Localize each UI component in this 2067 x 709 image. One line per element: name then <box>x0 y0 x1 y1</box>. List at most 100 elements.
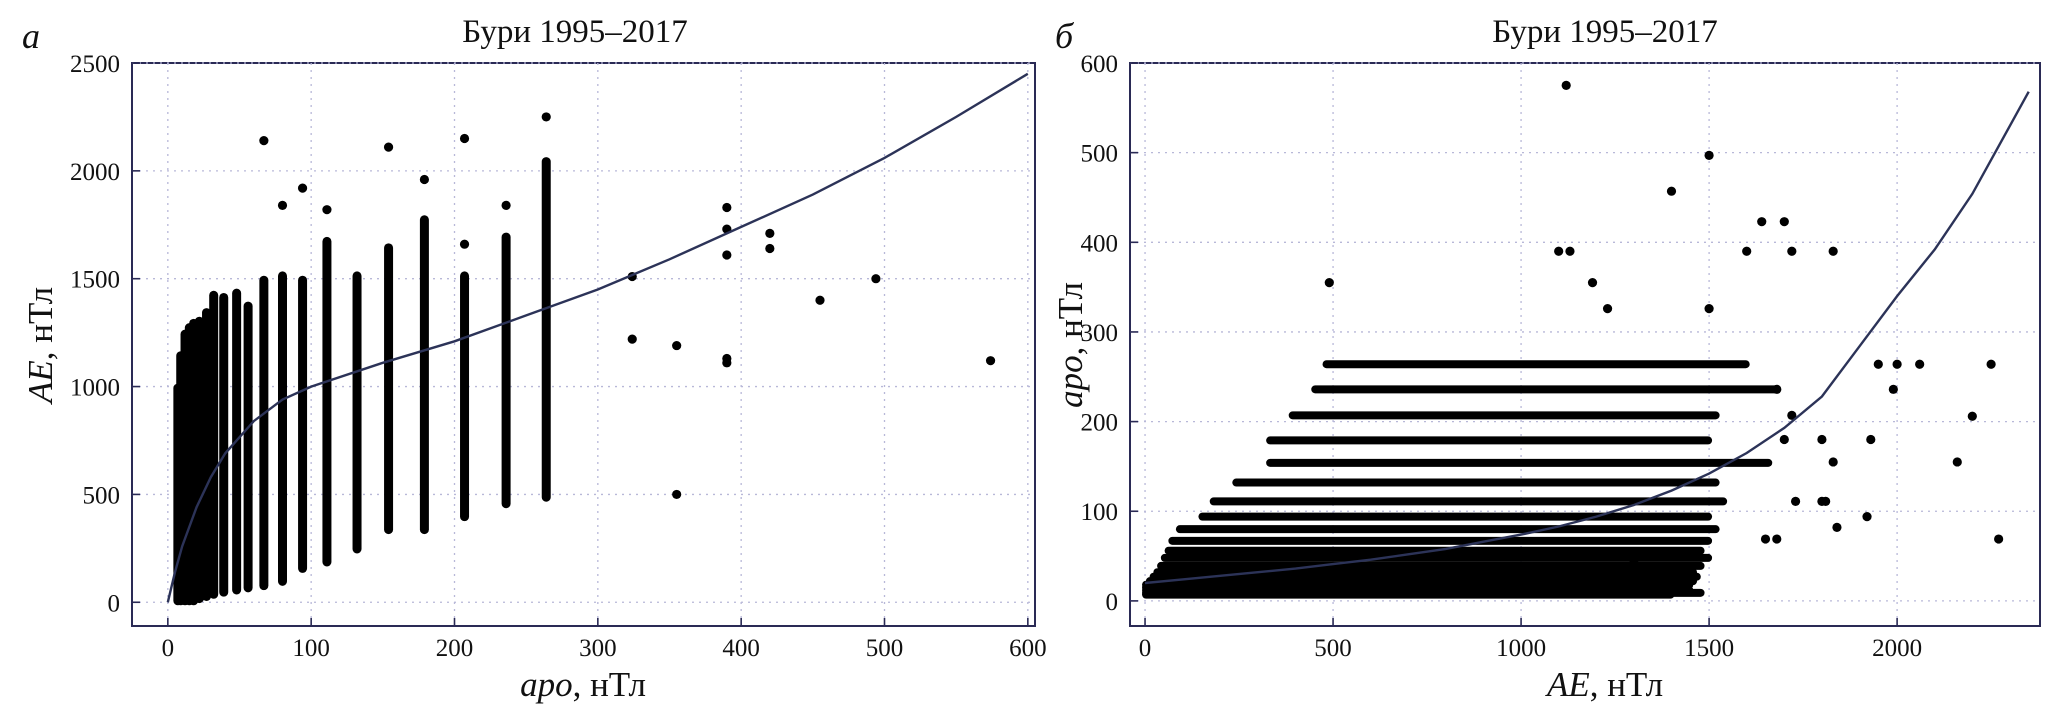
panel-b-data-row <box>1322 360 1750 369</box>
panel-a-y-tick-label: 2000 <box>70 159 120 186</box>
panel-b-y-axis-var: apo <box>1051 355 1090 408</box>
panel-a-data-point <box>765 243 775 254</box>
panel-b-x-axis-label: AE, нТл <box>1545 665 1663 704</box>
panel-a-y-tick-label: 500 <box>83 482 121 509</box>
panel-a-y-axis-label: AE, нТл <box>21 287 60 405</box>
panel-a-letter: а <box>22 16 40 56</box>
panel-a-data-point <box>765 228 775 239</box>
panel-b-y-tick-label: 100 <box>1081 499 1119 526</box>
panel-a-x-axis-unit: , нТл <box>573 665 646 704</box>
panel-b-data-point <box>1742 246 1752 256</box>
panel-a-y-tick-label: 2500 <box>70 51 120 78</box>
panel-b-data-row <box>1311 385 1780 394</box>
panel-a-data-point <box>815 295 825 305</box>
panel-b-data-point <box>1832 522 1842 532</box>
panel-a-x-axis-label: apo, нТл <box>520 665 646 704</box>
panel-b-data-row <box>1232 478 1720 487</box>
panel-a-data-column <box>460 271 470 522</box>
panel-b-data-point <box>1817 434 1827 445</box>
panel-a-x-tick-label: 200 <box>436 635 474 662</box>
panel-a-data-column <box>219 292 229 597</box>
panel-a-points <box>259 112 996 500</box>
panel-b-x-tick-label: 2000 <box>1872 635 1922 662</box>
panel-a-data-column <box>278 271 287 586</box>
panel-a-data-point <box>985 356 996 366</box>
panel-b-data-point <box>1602 304 1613 314</box>
panel-b-data-point <box>1779 217 1789 227</box>
panel-b-data-point <box>1986 359 1996 369</box>
panel-a-y-tick-label: 1000 <box>70 375 120 402</box>
panel-a-data-column <box>384 243 394 535</box>
panel-b-data-point <box>1704 150 1714 160</box>
panel-a-fit-curve <box>166 72 1029 603</box>
panel-b-data-point <box>1821 496 1831 506</box>
panel-b-letter: б <box>1055 16 1075 56</box>
panel-b-data-row <box>1266 458 1773 467</box>
panel-a-x-axis-var: apo <box>520 665 573 704</box>
panel-a-data-point <box>459 239 470 249</box>
panel-a-data-column <box>541 157 551 502</box>
panel-a-data-column <box>259 275 269 591</box>
panel-b-data-row <box>1266 436 1713 445</box>
panel-b-data-point <box>1967 411 1977 421</box>
panel-a-data-column <box>194 316 204 604</box>
panel-b-y-axis-label: apo, нТл <box>1051 282 1090 408</box>
panel-b-data-point <box>1587 278 1598 288</box>
panel-a-y-axis-var: AE <box>21 360 60 405</box>
panel-b-x-axis-var: AE <box>1545 665 1590 704</box>
panel-a: а Бури 1995–2017 0 100 200 300 400 500 600 0 500… <box>21 14 1047 704</box>
panel-a-fit-line <box>166 72 1029 603</box>
panel-a-data-column <box>322 236 332 567</box>
panel-a-data-point <box>383 142 394 152</box>
panel-b-data-point <box>1994 534 2004 544</box>
panel-a-x-tick-label: 500 <box>866 635 904 662</box>
panel-b-data-point <box>1866 434 1876 445</box>
panel-b-data-row <box>1160 553 1713 562</box>
panel-b-data-rows <box>1142 360 1780 599</box>
panel-a-grid <box>132 62 1035 626</box>
panel-b-title: Бури 1995–2017 <box>1492 14 1718 50</box>
panel-b-data-point <box>1787 410 1797 420</box>
panel-b-y-tick-label: 200 <box>1081 410 1119 437</box>
panel-b-data-point <box>1779 434 1789 445</box>
panel-b-y-axis-unit: , нТл <box>1051 282 1090 355</box>
panel-b-data-row <box>1209 497 1728 506</box>
panel-b-y-tick-label: 500 <box>1081 141 1119 168</box>
panel-a-data-point <box>459 133 470 144</box>
panel-b-y-tick-label: 300 <box>1081 320 1119 347</box>
panel-b-data-point <box>1565 246 1575 256</box>
panel-b-y-tick-label: 600 <box>1081 51 1119 78</box>
panel-a-data-column <box>209 290 219 599</box>
panel-b-data-point <box>1772 384 1782 394</box>
panel-b-data-point <box>1324 278 1334 288</box>
panel-a-data-column <box>352 271 362 554</box>
panel-b-x-tick-label: 1000 <box>1496 635 1546 662</box>
panel-a-data-point <box>419 174 429 185</box>
panel-a-y-tick-label: 0 <box>108 590 121 617</box>
panel-a-data-point <box>259 136 269 146</box>
panel-b-data-point <box>1760 534 1771 544</box>
panel-a-data-column <box>298 275 308 573</box>
panel-a-x-tick-label: 0 <box>162 635 175 662</box>
panel-a-data-column <box>202 308 212 601</box>
panel-b-data-point <box>1790 496 1801 506</box>
panel-a-x-tick-label: 100 <box>292 635 330 662</box>
panel-a-data-point <box>722 250 732 260</box>
panel-a-data-column <box>501 232 511 509</box>
panel-b-data-row <box>1198 512 1713 521</box>
panel-a-y-axis-unit: , нТл <box>21 287 60 360</box>
panel-b-fit-line <box>1144 91 2030 585</box>
panel-a-title: Бури 1995–2017 <box>462 14 688 50</box>
panel-a-x-tick-label: 400 <box>722 635 760 662</box>
panel-b-fit-curve <box>1144 91 2030 585</box>
panel-b-x-tick-label: 500 <box>1314 635 1352 662</box>
panel-b-data-row <box>1157 561 1705 570</box>
panel-b: б Бури 1995–2017 0 500 1000 1500 2000 0 100 200… <box>1051 14 2041 704</box>
panel-b-data-point <box>1915 359 1925 369</box>
panel-a-data-point <box>297 183 308 193</box>
panel-a-data-point <box>322 205 332 215</box>
panel-a-data-point <box>871 274 881 284</box>
panel-a-data-point <box>722 202 732 213</box>
panel-b-data-point <box>1787 246 1797 256</box>
